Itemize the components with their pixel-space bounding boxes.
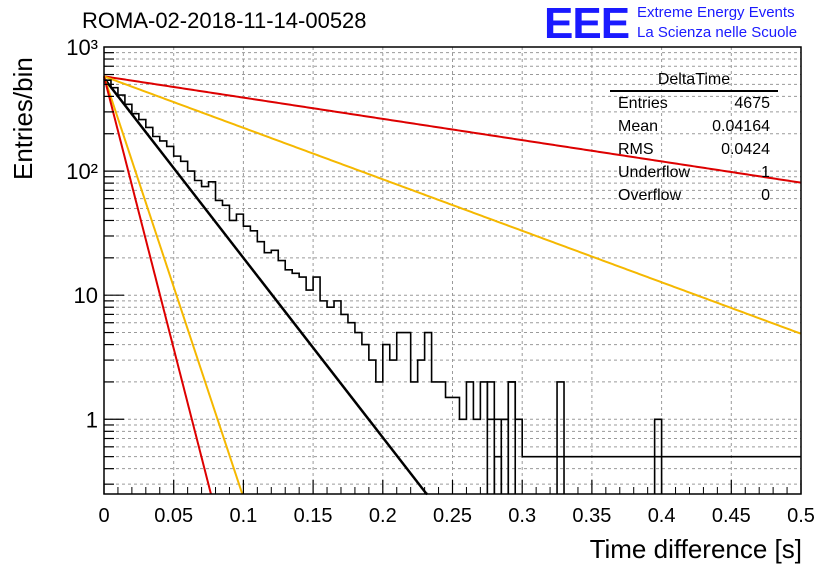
histogram-spike (507, 381, 517, 494)
eee-logo: EEE (544, 0, 630, 48)
x-tick-label: 0.05 (154, 505, 193, 527)
stats-label: RMS (618, 141, 654, 158)
x-tick-label: 0.25 (433, 505, 472, 527)
stats-value: 4675 (734, 95, 770, 112)
stats-row-mean: Mean 0.04164 (610, 115, 778, 138)
stats-value: 0.04164 (712, 118, 770, 135)
x-tick-label: 0.35 (572, 505, 611, 527)
x-tick-label: 0.2 (369, 505, 397, 527)
x-tick-label: 0.1 (229, 505, 257, 527)
histogram-spike (486, 381, 496, 494)
stats-row-overflow: Overflow 0 (610, 184, 778, 207)
stats-value: 0 (761, 187, 770, 204)
stats-label: Mean (618, 118, 659, 135)
y-tick-label: 10 (74, 283, 98, 308)
fit-curve (103, 76, 244, 495)
stats-title: DeltaTime (610, 70, 778, 92)
stats-row-rms: RMS 0.0424 (610, 138, 778, 161)
stats-label: Entries (618, 95, 668, 112)
histogram-spike (653, 418, 663, 494)
y-axis-label: Entries/bin (8, 57, 38, 180)
x-tick-label: 0.5 (787, 505, 815, 527)
fit-curve (103, 76, 212, 495)
fit-curve (103, 75, 802, 335)
histogram-spike (493, 455, 503, 494)
chart-title: ROMA-02-2018-11-14-00528 (82, 8, 367, 33)
stats-value: 1 (761, 164, 770, 181)
axis-ticks: 0 0.05 0.1 0.15 0.2 0.25 0.3 0.35 0.4 0.45 0.51101… (66, 35, 815, 527)
x-tick-label: 0 (98, 505, 109, 527)
stats-value: 0.0424 (721, 141, 770, 158)
x-tick-label: 0.45 (712, 505, 751, 527)
logo-line-1: Extreme Energy Events (637, 4, 795, 21)
stats-row-entries: Entries 4675 (610, 92, 778, 115)
logo-line-2: La Scienza nelle Scuole (637, 24, 798, 41)
stats-box: DeltaTime Entries 4675 Mean 0.04164 RMS … (610, 70, 778, 207)
fit-curve (103, 75, 802, 184)
stats-label: Overflow (618, 187, 682, 204)
histogram-outline (104, 79, 801, 458)
grid-lines (104, 47, 801, 494)
x-axis-label: Time difference [s] (589, 534, 802, 564)
x-tick-label: 0.15 (294, 505, 333, 527)
histogram-series (104, 79, 801, 494)
y-tick-label: 10³ (66, 35, 98, 60)
x-tick-label: 0.3 (508, 505, 536, 527)
y-tick-label: 1 (86, 407, 98, 432)
fit-curves (103, 75, 802, 496)
x-tick-label: 0.4 (648, 505, 676, 527)
stats-row-underflow: Underflow 1 (610, 161, 778, 184)
eee-logo-text: Extreme Energy Events La Scienza nelle S… (637, 3, 797, 43)
histogram-spike (556, 381, 565, 494)
stats-label: Underflow (618, 164, 691, 181)
y-tick-label: 10² (66, 159, 98, 184)
fit-curve (103, 77, 428, 496)
